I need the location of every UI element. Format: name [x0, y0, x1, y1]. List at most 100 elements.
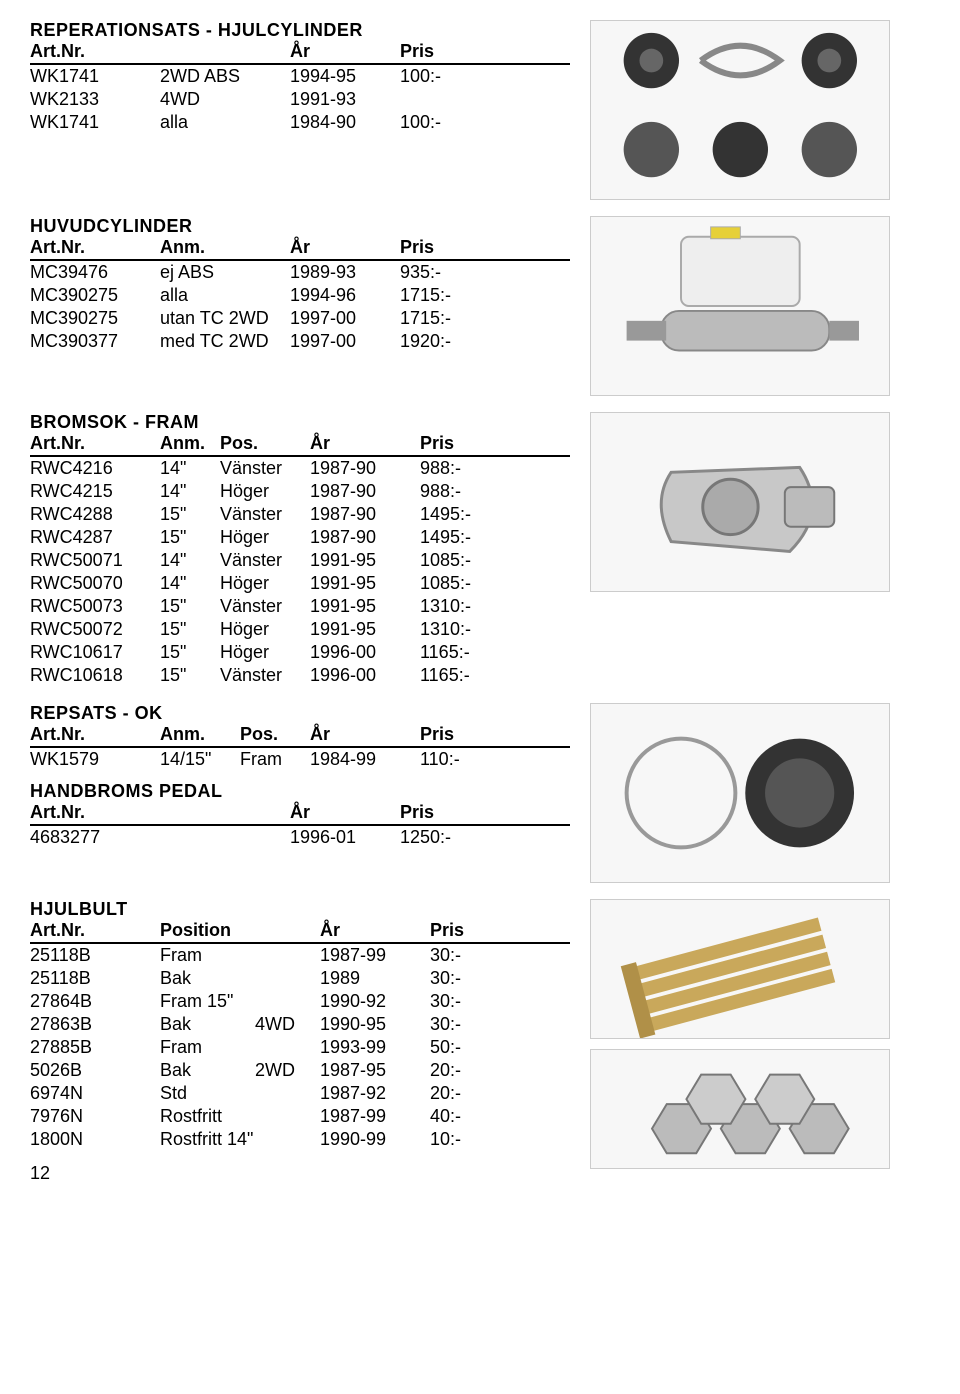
table-cell: 15" — [160, 527, 220, 548]
table-cell: 6974N — [30, 1083, 160, 1104]
table-cell: Vänster — [220, 596, 310, 617]
col-anm: Anm. — [160, 237, 290, 258]
table-cell: Höger — [220, 642, 310, 663]
table-row: WK17412WD ABS1994-95100:- — [30, 65, 570, 88]
table-cell: 30:- — [430, 1014, 530, 1035]
reperationsats-header: Art.Nr. År Pris — [30, 41, 570, 65]
table-cell: 1495:- — [420, 527, 520, 548]
table-cell: Höger — [220, 619, 310, 640]
table-row: 25118BBak198930:- — [30, 967, 570, 990]
table-cell: 1987-90 — [310, 458, 420, 479]
table-cell: Vänster — [220, 504, 310, 525]
table-row: RWC428715"Höger1987-901495:- — [30, 526, 570, 549]
table-cell: 2WD ABS — [160, 66, 290, 87]
table-cell: RWC50070 — [30, 573, 160, 594]
table-cell: Fram — [160, 1037, 320, 1058]
table-cell: 30:- — [430, 945, 530, 966]
table-cell: 1991-95 — [310, 550, 420, 571]
table-row: WK157914/15"Fram1984-99110:- — [30, 748, 570, 771]
repsats-text: REPSATS - OK Art.Nr. Anm. Pos. År Pris W… — [30, 703, 570, 849]
table-cell: 1987-99 — [320, 1106, 430, 1127]
col-art: Art.Nr. — [30, 237, 160, 258]
table-row: 27863BBak4WD1990-9530:- — [30, 1013, 570, 1036]
table-cell: 1990-95 — [320, 1014, 430, 1035]
repsats-title: REPSATS - OK — [30, 703, 570, 724]
table-cell: WK1579 — [30, 749, 160, 770]
table-cell: Bak — [160, 968, 320, 989]
table-row: RWC1061715"Höger1996-001165:- — [30, 641, 570, 664]
handbroms-title: HANDBROMS PEDAL — [30, 781, 570, 802]
col-pris: Pris — [400, 237, 500, 258]
col-art: Art.Nr. — [30, 802, 290, 823]
table-cell: 14" — [160, 550, 220, 571]
table-cell: 27864B — [30, 991, 160, 1012]
table-cell: 50:- — [430, 1037, 530, 1058]
table-cell: 1310:- — [420, 619, 520, 640]
table-cell: 1085:- — [420, 573, 520, 594]
col-pris: Pris — [420, 433, 520, 454]
table-cell: WK1741 — [30, 66, 160, 87]
section-bromsok: BROMSOK - FRAM Art.Nr. Anm. Pos. År Pris… — [30, 412, 930, 687]
table-cell: 100:- — [400, 112, 500, 133]
table-row: MC390377med TC 2WD1997-001920:- — [30, 330, 570, 353]
table-cell: 1310:- — [420, 596, 520, 617]
col-pris: Pris — [400, 41, 500, 62]
table-cell: 4WD — [160, 89, 290, 110]
table-row: RWC1061815"Vänster1996-001165:- — [30, 664, 570, 687]
section-huvudcylinder: HUVUDCYLINDER Art.Nr. Anm. År Pris MC394… — [30, 216, 930, 396]
col-pos: Pos. — [220, 433, 310, 454]
hjulbult-title: HJULBULT — [30, 899, 570, 920]
table-cell: 40:- — [430, 1106, 530, 1127]
col-pos: Pos. — [240, 724, 310, 745]
table-cell: Std — [160, 1083, 320, 1104]
table-row: 25118BFram1987-9930:- — [30, 944, 570, 967]
col-art: Art.Nr. — [30, 920, 160, 941]
table-cell: 1994-96 — [290, 285, 400, 306]
table-cell: 1987-99 — [320, 945, 430, 966]
reperationsats-title: REPERATIONSATS - HJULCYLINDER — [30, 20, 570, 41]
col-art: Art.Nr. — [30, 433, 160, 454]
wheel-bolts-image — [590, 899, 890, 1039]
table-cell: Fram — [160, 945, 320, 966]
table-row: RWC5007014"Höger1991-951085:- — [30, 572, 570, 595]
table-cell: 1920:- — [400, 331, 500, 352]
table-row: 6974NStd1987-9220:- — [30, 1082, 570, 1105]
brake-caliper-image — [590, 412, 890, 592]
col-pris: Pris — [420, 724, 520, 745]
bromsok-header: Art.Nr. Anm. Pos. År Pris — [30, 433, 570, 457]
table-row: 27864BFram 15"1990-9230:- — [30, 990, 570, 1013]
table-cell: 15" — [160, 665, 220, 686]
table-cell: Bak2WD — [160, 1060, 320, 1081]
table-row: RWC5007215"Höger1991-951310:- — [30, 618, 570, 641]
section-hjulbult: HJULBULT Art.Nr. Position År Pris 25118B… — [30, 899, 930, 1184]
table-row: 7976NRostfritt1987-9940:- — [30, 1105, 570, 1128]
table-cell: RWC10617 — [30, 642, 160, 663]
table-row: RWC428815"Vänster1987-901495:- — [30, 503, 570, 526]
table-cell: 14/15" — [160, 749, 240, 770]
table-cell: MC390275 — [30, 285, 160, 306]
table-cell: 988:- — [420, 458, 520, 479]
table-cell: 1800N — [30, 1129, 160, 1150]
table-cell: 1997-00 — [290, 308, 400, 329]
table-cell: 14" — [160, 458, 220, 479]
col-ar: År — [290, 237, 400, 258]
reperationsats-text: REPERATIONSATS - HJULCYLINDER Art.Nr. År… — [30, 20, 570, 134]
repsats-header: Art.Nr. Anm. Pos. År Pris — [30, 724, 570, 748]
table-cell: 1987-90 — [310, 481, 420, 502]
table-cell: 20:- — [430, 1060, 530, 1081]
table-cell: 1165:- — [420, 642, 520, 663]
table-cell — [400, 89, 500, 110]
col-pos: Position — [160, 920, 320, 941]
table-cell: Vänster — [220, 665, 310, 686]
table-row: 1800NRostfritt 14"1990-9910:- — [30, 1128, 570, 1151]
table-row: 27885BFram1993-9950:- — [30, 1036, 570, 1059]
col-anm: Anm. — [160, 433, 220, 454]
table-cell: 1165:- — [420, 665, 520, 686]
table-row: 46832771996-011250:- — [30, 826, 570, 849]
table-cell: Höger — [220, 573, 310, 594]
wheel-cylinder-kit-image — [590, 20, 890, 200]
table-cell: 1994-95 — [290, 66, 400, 87]
table-cell: med TC 2WD — [160, 331, 290, 352]
table-cell: Fram 15" — [160, 991, 320, 1012]
table-cell: 1990-92 — [320, 991, 430, 1012]
